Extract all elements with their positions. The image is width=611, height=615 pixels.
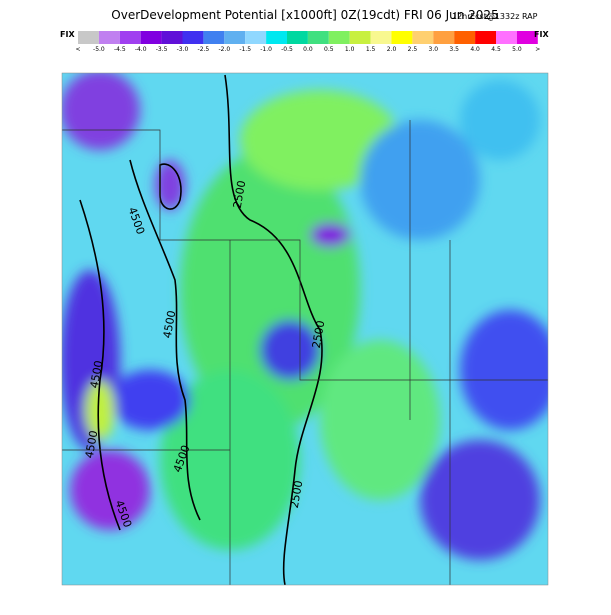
colorbar-swatch <box>203 31 225 44</box>
colorbar-label: -0.5 <box>281 46 293 53</box>
boundaries <box>62 120 548 585</box>
colorbar-swatch <box>140 31 162 44</box>
fix-label: FIX <box>534 30 549 39</box>
colorbar-label: 2.5 <box>408 46 418 53</box>
colorbar-swatch <box>454 31 476 44</box>
colorbar-swatch <box>98 31 120 44</box>
colorbar-label: 3.0 <box>429 46 439 53</box>
colorbar-label: 4.5 <box>491 46 501 53</box>
colorbar-label: 4.0 <box>470 46 480 53</box>
colorbar-label: 1.5 <box>366 46 376 53</box>
colorbar-label: 2.0 <box>387 46 397 53</box>
colorbar-label: -3.5 <box>156 46 168 53</box>
colorbar-swatch <box>328 31 350 44</box>
colorbar-swatch <box>516 31 538 44</box>
colorbar-label: 5.0 <box>512 46 522 53</box>
colorbar-swatch <box>370 31 392 44</box>
colorbar-label: -3.0 <box>177 46 189 53</box>
contour-label: 2500 <box>288 479 306 509</box>
colorbar-swatch <box>496 31 517 44</box>
colorbar-label: 0.0 <box>303 46 313 53</box>
colorbar-label: -1.0 <box>260 46 272 53</box>
map <box>62 73 548 585</box>
colorbar-label: > <box>535 46 540 53</box>
forecast-label: 12hrFcst@1332z RAP <box>452 12 538 21</box>
title: OverDevelopment Potential [x1000ft] 0Z(1… <box>111 8 498 22</box>
colorbar: < -5.0 -4.5 -4.0 -3.5 -3.0 -2.5 -2.0 -1.5 -1.0 -0.… <box>60 30 549 53</box>
contour-label: 2500 <box>310 319 328 349</box>
colorbar-label: 3.5 <box>449 46 459 53</box>
colorbar-label: -1.5 <box>239 46 251 53</box>
colorbar-swatch <box>475 31 496 44</box>
contour-label: 4500 <box>161 309 179 339</box>
colorbar-swatch <box>161 31 183 44</box>
colorbar-swatch <box>224 31 246 44</box>
colorbar-swatch <box>412 31 434 44</box>
colorbar-label: 1.0 <box>345 46 355 53</box>
map-frame <box>61 72 549 586</box>
colorbar-label: < <box>75 46 80 53</box>
colorbar-swatch <box>287 31 308 44</box>
colorbar-swatch <box>307 31 329 44</box>
colorbar-swatch <box>182 31 204 44</box>
colorbar-swatch <box>266 31 287 44</box>
contour-label: 2500 <box>231 179 249 209</box>
colorbar-swatch <box>78 31 99 44</box>
colorbar-swatch <box>349 31 371 44</box>
contours <box>79 74 323 585</box>
contour-label: 4500 <box>83 429 101 459</box>
colorbar-swatch <box>433 31 455 44</box>
colorbar-swatch <box>391 31 413 44</box>
colorbar-swatch <box>245 31 267 44</box>
colorbar-label: -4.5 <box>114 46 126 53</box>
colorbar-label: -2.5 <box>198 46 210 53</box>
contour-label: 4500 <box>88 359 106 389</box>
colorbar-label: -5.0 <box>93 46 105 53</box>
colorbar-swatch <box>119 31 141 44</box>
colorbar-label: 0.5 <box>324 46 334 53</box>
colorbar-label: -4.0 <box>135 46 147 53</box>
fix-label: FIX <box>60 30 75 39</box>
colorbar-label: -2.0 <box>218 46 230 53</box>
